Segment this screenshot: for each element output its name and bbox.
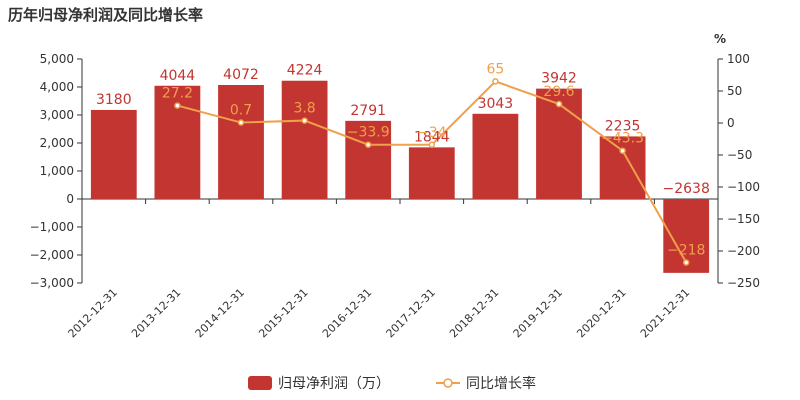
- line-point[interactable]: [492, 78, 499, 85]
- line-data-label: −218: [667, 243, 705, 259]
- line-point[interactable]: [301, 117, 308, 124]
- y-right-tick-label: 50: [727, 84, 742, 98]
- bar[interactable]: [408, 147, 455, 199]
- y-left-tick-label: 2,000: [40, 136, 74, 150]
- line-point[interactable]: [428, 141, 436, 149]
- x-tick-label: 2019-12-31: [511, 286, 565, 340]
- y-right-unit-label: %: [714, 32, 726, 46]
- y-right-tick-label: −50: [727, 148, 752, 162]
- y-left-tick-label: 3,000: [40, 108, 74, 122]
- x-tick-label: 2020-12-31: [574, 286, 628, 340]
- line-point[interactable]: [364, 141, 372, 148]
- axes-group: 5,000 4,000 3,000 2,000 1,000 0 −1,000 −2,000 −3…: [30, 32, 760, 340]
- bar-data-label: 3942: [541, 71, 577, 87]
- line-data-label: 0.7: [230, 103, 252, 119]
- x-tick-label: 2021-12-31: [638, 286, 692, 340]
- line-data-label: 65: [486, 61, 504, 77]
- line-point[interactable]: [237, 119, 245, 126]
- bar[interactable]: [218, 84, 264, 199]
- line-data-label: 3.8: [293, 101, 315, 117]
- y-left-tick-label: 4,000: [40, 80, 74, 94]
- x-tick-label: 2012-12-31: [66, 286, 120, 340]
- y-right-tick-label: −100: [727, 180, 760, 194]
- legend-bar-label: 归母净利润（万）: [278, 375, 390, 392]
- y-left-tick-label: −3,000: [30, 276, 74, 290]
- bar-data-label: 3043: [478, 96, 514, 112]
- data-labels-group: 3180 4044 4072 4224 2791 1844 3043 3942 2235 −263…: [96, 61, 710, 258]
- y-right-tick-label: −250: [727, 276, 760, 290]
- bar-data-label: 2791: [350, 103, 386, 119]
- line-data-label: −43.3: [601, 131, 644, 147]
- legend[interactable]: 归母净利润（万） 同比增长率: [248, 375, 536, 392]
- bar-data-label: 3180: [96, 92, 132, 108]
- line-point[interactable]: [174, 102, 181, 109]
- line-data-label: −33.9: [347, 125, 390, 141]
- bar[interactable]: [90, 109, 137, 199]
- x-tick-label: 2016-12-31: [320, 286, 374, 340]
- line-series-group: [174, 78, 690, 266]
- y-left-tick-label: 0: [66, 192, 74, 206]
- x-tick-label: 2014-12-31: [193, 286, 247, 340]
- y-right-tick-label: 0: [727, 116, 735, 130]
- x-tick-label: 2015-12-31: [256, 286, 310, 340]
- legend-bar-swatch[interactable]: [248, 376, 272, 390]
- y-right-tick-label: −150: [727, 212, 760, 226]
- y-right-tick-label: −200: [727, 244, 760, 258]
- bar-data-label: 4044: [160, 68, 196, 84]
- line-point[interactable]: [619, 147, 626, 154]
- x-tick-label: 2017-12-31: [384, 286, 438, 340]
- line-data-label: −34: [417, 125, 447, 141]
- y-left-tick-label: 5,000: [40, 52, 74, 66]
- x-tick-label: 2013-12-31: [129, 286, 183, 340]
- bar[interactable]: [472, 113, 519, 199]
- bars-group: [90, 80, 710, 273]
- bar[interactable]: [281, 80, 328, 199]
- bar[interactable]: [345, 120, 392, 199]
- bar-data-label: 4072: [223, 67, 259, 83]
- bar-data-label: −2638: [663, 181, 710, 197]
- chart-title: 历年归母净利润及同比增长率: [8, 6, 204, 24]
- y-left-tick-label: −2,000: [30, 248, 74, 262]
- legend-line-marker[interactable]: [443, 378, 453, 388]
- bar-data-label: 4224: [287, 63, 323, 79]
- legend-line-label: 同比增长率: [466, 375, 536, 392]
- bar[interactable]: [599, 136, 646, 199]
- y-left-tick-label: 1,000: [40, 164, 74, 178]
- y-right-tick-label: 100: [727, 52, 750, 66]
- line-point[interactable]: [682, 259, 690, 266]
- line-data-label: 27.2: [162, 86, 193, 102]
- y-left-tick-label: −1,000: [30, 220, 74, 234]
- bar-data-label: 1844: [414, 129, 450, 145]
- x-tick-label: 2018-12-31: [447, 286, 501, 340]
- bar-data-label: 2235: [605, 118, 641, 134]
- line-point[interactable]: [555, 100, 563, 108]
- line-data-label: 29.6: [543, 84, 574, 100]
